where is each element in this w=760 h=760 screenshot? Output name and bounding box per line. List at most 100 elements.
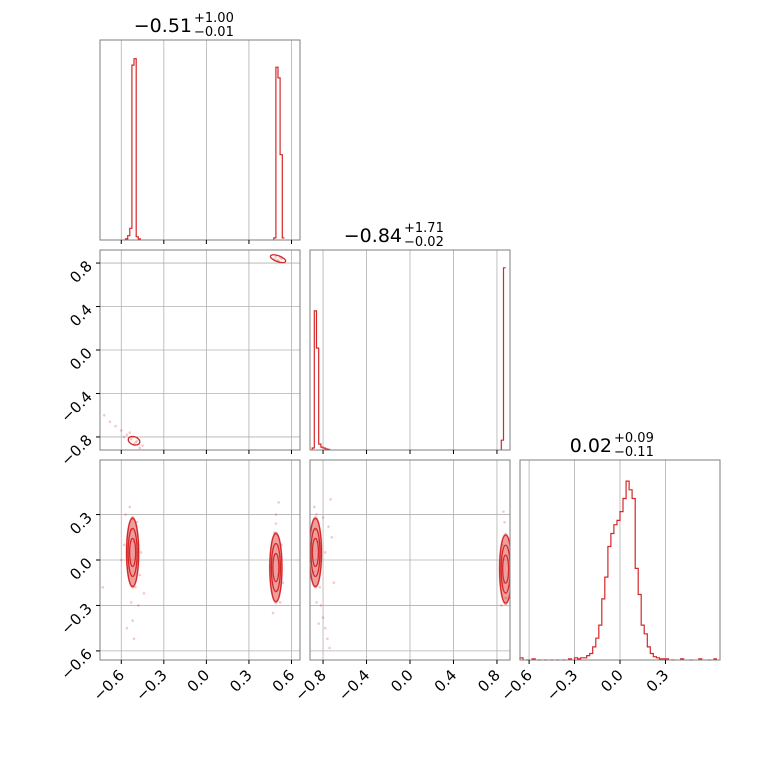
x-tick-label: −0.3: [543, 666, 581, 704]
sample-point: [330, 535, 334, 539]
y-tick-label: −0.8: [57, 431, 95, 469]
sample-point: [139, 551, 143, 554]
panel-title-1: −0.84 +1.71−0.02: [344, 221, 444, 250]
y-tick-label: 0.3: [66, 509, 96, 539]
title-median: 0.02: [570, 435, 612, 457]
sample-point: [274, 255, 278, 258]
contour-level: [310, 527, 321, 578]
title-lower: −0.02: [404, 235, 444, 250]
panel-1-1: [309, 249, 511, 454]
sample-point: [313, 505, 316, 509]
sample-point: [142, 592, 146, 595]
contour-level: [125, 517, 140, 588]
contour-level: [272, 552, 280, 583]
panel-frame: [99, 39, 301, 241]
panel-0-2: [96, 459, 301, 664]
sample-point: [129, 601, 133, 604]
contour-level: [128, 537, 137, 568]
sample-point: [134, 441, 137, 444]
sample-point: [315, 513, 318, 516]
sample-point: [102, 413, 106, 417]
contour-level: [127, 527, 138, 578]
sample-point: [321, 516, 325, 519]
sample-point: [128, 431, 132, 434]
contour-level: [502, 554, 510, 584]
sample-point: [327, 525, 330, 528]
sample-point: [328, 646, 331, 650]
x-tick-label: 0.4: [431, 666, 461, 696]
sample-point: [318, 585, 322, 589]
contour-level: [311, 537, 320, 568]
sample-point: [108, 420, 112, 424]
sample-point: [503, 520, 506, 524]
y-tick-label: 0.0: [66, 554, 96, 584]
x-tick-label: 0.3: [643, 666, 673, 696]
title-lower: −0.01: [194, 25, 234, 40]
title-median: −0.51: [134, 15, 192, 37]
sample-point: [125, 433, 129, 437]
sample-point: [278, 601, 282, 604]
contour-level: [310, 517, 323, 588]
sample-point: [114, 424, 117, 428]
sample-point: [332, 581, 336, 585]
title-upper: +0.09: [614, 431, 654, 446]
sample-point: [128, 505, 132, 509]
sample-point: [274, 513, 278, 516]
sample-point: [122, 543, 126, 547]
sample-point: [134, 585, 137, 589]
sample-point: [329, 498, 332, 501]
sample-point: [281, 581, 285, 585]
sample-point: [101, 585, 105, 589]
sample-point: [135, 440, 139, 443]
panel-2-2: [519, 459, 721, 664]
sample-point: [504, 596, 507, 600]
sample-point: [326, 637, 329, 641]
title-median: −0.84: [344, 225, 402, 247]
x-tick-label: 0.0: [387, 666, 417, 696]
sample-point: [138, 446, 142, 450]
sample-point: [317, 622, 320, 625]
y-tick-label: −0.4: [57, 388, 95, 426]
panel-title-2: 0.02 +0.09−0.11: [570, 431, 654, 460]
title-upper: +1.00: [194, 11, 234, 26]
sample-point: [323, 551, 327, 554]
sample-point: [136, 604, 140, 607]
x-tick-label: 0.0: [184, 666, 214, 696]
contour-level: [500, 544, 510, 594]
sample-point: [119, 558, 123, 562]
x-tick-label: 0.3: [226, 666, 256, 696]
sample-point: [122, 435, 126, 439]
sample-point: [129, 437, 133, 441]
y-tick-label: −0.3: [57, 600, 95, 638]
x-tick-label: 0.0: [597, 666, 627, 696]
contour-level: [127, 435, 141, 446]
sample-point: [276, 258, 279, 262]
sample-point: [119, 429, 123, 432]
sample-point: [315, 601, 318, 604]
histogram-2: [519, 480, 717, 661]
x-tick-label: −0.3: [132, 666, 170, 704]
sample-point: [141, 444, 144, 447]
panel-0-0: [99, 39, 301, 244]
contour-level: [269, 532, 283, 603]
histogram-1: [311, 267, 506, 450]
contour-level: [270, 542, 282, 593]
panel-0-1: [96, 249, 301, 454]
sample-point: [125, 626, 129, 630]
contour-level: [499, 534, 510, 604]
panel-1-2: [309, 459, 511, 664]
x-tick-label: −0.6: [497, 666, 535, 704]
y-tick-label: 0.8: [66, 257, 96, 287]
sample-point: [321, 616, 325, 619]
x-tick-label: −0.6: [90, 666, 128, 704]
contour-level: [269, 254, 287, 264]
histogram-0: [124, 58, 285, 240]
panel-title-0: −0.51 +1.00−0.01: [134, 11, 234, 40]
contour-fill: [498, 533, 510, 606]
sample-point: [502, 510, 505, 513]
sample-point: [124, 513, 127, 516]
sample-point: [131, 619, 134, 622]
sample-point: [274, 522, 278, 525]
y-tick-label: 0.4: [66, 301, 96, 331]
